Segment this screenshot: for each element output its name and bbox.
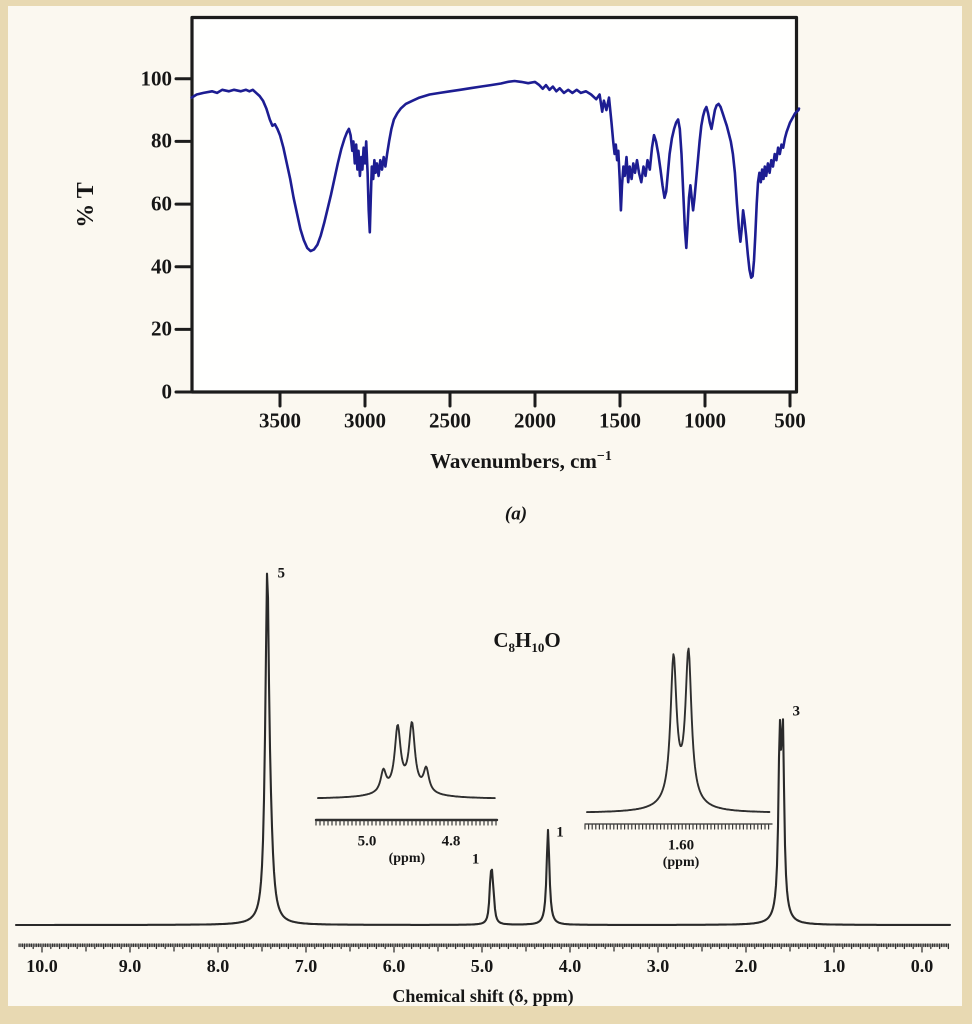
- nmr-integration-label-3-at-1.6: 3: [792, 703, 800, 720]
- ir-x-axis-label: Wavenumbers, cm−1: [430, 450, 612, 472]
- ir-ytick-label-60: 60: [151, 191, 172, 216]
- ir-ytick-label-0: 0: [161, 379, 173, 404]
- nmr-inset-1-tick-label-4.8: 4.8: [441, 833, 461, 850]
- nmr-integration-label-5-at-7.44: 5: [277, 565, 286, 582]
- formula-c: C: [493, 627, 509, 652]
- nmr-inset-2-unit-label: (ppm): [662, 855, 700, 870]
- ir-ytick-label-80: 80: [151, 128, 172, 153]
- molecular-formula: C8H10O: [493, 627, 561, 656]
- ir-y-axis-label: % T: [73, 182, 99, 228]
- nmr-integration-label-1-at-4.89: 1: [471, 851, 480, 868]
- nmr-xtick-label-7.0: 7.0: [294, 956, 318, 976]
- ir-xtick-label-3000: 3000: [344, 408, 386, 433]
- formula-c-sub: 8: [508, 640, 515, 656]
- nmr-xtick-label-4.0: 4.0: [558, 956, 582, 976]
- formula-o: O: [544, 627, 561, 652]
- ir-xtick-label-2500: 2500: [429, 408, 471, 433]
- ir-xtick-label-500: 500: [774, 408, 806, 433]
- nmr-xtick-label-6.0: 6.0: [382, 956, 406, 976]
- nmr-integration-label-1-at-4.25: 1: [556, 824, 564, 841]
- nmr-xtick-label-3.0: 3.0: [646, 956, 670, 976]
- ir-xtick-label-1000: 1000: [684, 408, 726, 433]
- nmr-xtick-label-8.0: 8.0: [206, 956, 230, 976]
- ir-ytick-label-40: 40: [151, 254, 172, 279]
- nmr-xtick-label-2.0: 2.0: [734, 956, 758, 976]
- formula-h: H: [514, 627, 532, 652]
- formula-h-sub: 10: [531, 640, 545, 656]
- nmr-xtick-label-0.0: 0.0: [910, 956, 934, 976]
- ir-xtick-label-1500: 1500: [599, 408, 641, 433]
- nmr-xtick-label-5.0: 5.0: [470, 956, 494, 976]
- nmr-inset-1-unit-label: (ppm): [388, 851, 426, 866]
- ir-ytick-label-100: 100: [140, 66, 173, 91]
- ir-xtick-label-2000: 2000: [514, 408, 556, 433]
- ir-x-axis-label-exponent: −1: [596, 449, 612, 464]
- nmr-inset-1-tick-label-5.0: 5.0: [357, 833, 377, 850]
- nmr-xtick-label-9.0: 9.0: [118, 956, 142, 976]
- nmr-xtick-label-10.0: 10.0: [26, 956, 58, 976]
- ir-x-axis-label-text: Wavenumbers, cm: [430, 449, 597, 473]
- ir-plot-area: [192, 16, 798, 392]
- nmr-inset-2-tick-label-1.60: 1.60: [667, 837, 695, 854]
- nmr-xtick-label-1.0: 1.0: [822, 956, 846, 976]
- ir-xtick-label-3500: 3500: [259, 408, 301, 433]
- ir-ytick-label-20: 20: [151, 316, 172, 341]
- panel-a-label: (a): [504, 503, 528, 525]
- nmr-x-axis-label: Chemical shift (δ, ppm): [392, 986, 574, 1006]
